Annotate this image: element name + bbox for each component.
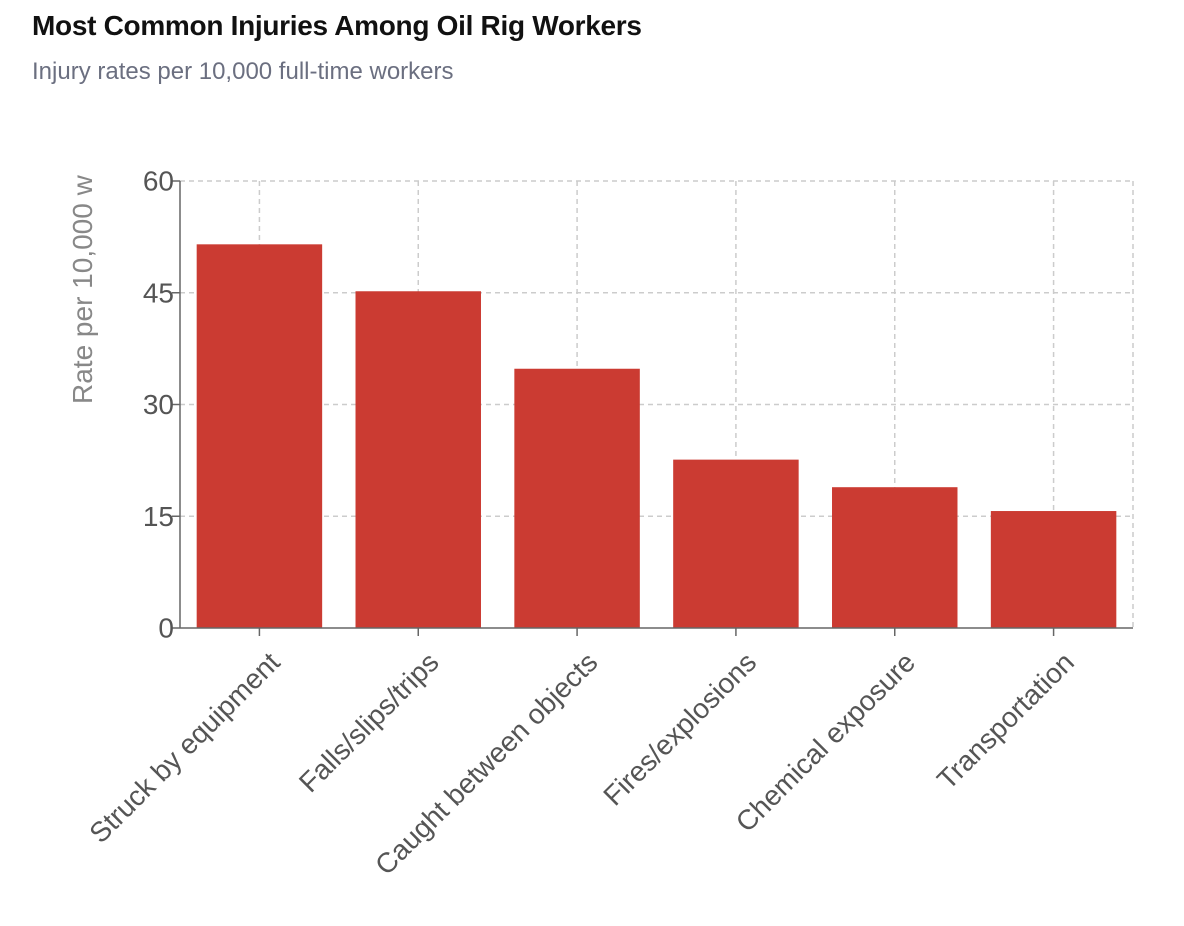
bar[interactable] xyxy=(673,459,799,628)
chart-subtitle: Injury rates per 10,000 full-time worker… xyxy=(32,58,454,85)
axes xyxy=(172,180,1133,636)
x-tick-label: Chemical exposure xyxy=(730,646,921,837)
x-tick-label: Transportation xyxy=(931,646,1080,795)
bar[interactable] xyxy=(832,487,958,628)
bar[interactable] xyxy=(355,291,481,628)
x-tick-label: Fires/explosions xyxy=(597,646,762,811)
bar[interactable] xyxy=(990,511,1117,628)
x-tick-labels: Struck by equipment Falls/slips/tripsCaug… xyxy=(83,646,1080,881)
bar[interactable] xyxy=(514,368,640,628)
y-tick-label: 0 xyxy=(158,613,174,644)
bar[interactable] xyxy=(196,244,323,628)
y-tick-labels: 0 15 30 45 60 xyxy=(143,166,174,644)
y-tick-label: 60 xyxy=(143,166,174,197)
chart-title: Most Common Injuries Among Oil Rig Worke… xyxy=(32,10,642,41)
x-tick-label: Struck by equipment xyxy=(83,646,286,849)
x-tick-label: Falls/slips/trips xyxy=(293,646,445,798)
grid xyxy=(180,180,1134,628)
y-tick-label: 30 xyxy=(143,389,174,420)
y-tick-label: 15 xyxy=(143,501,174,532)
y-tick-label: 45 xyxy=(143,277,174,308)
bars xyxy=(196,244,1117,628)
y-axis-title: Rate per 10,000 w xyxy=(67,174,98,404)
